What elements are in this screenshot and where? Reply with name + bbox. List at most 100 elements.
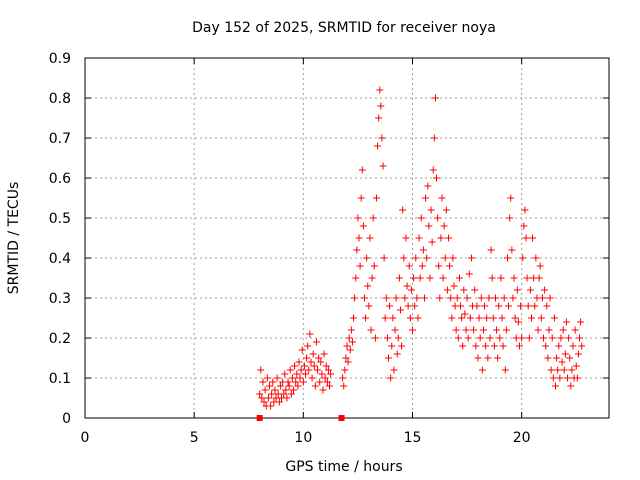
data-point (434, 214, 442, 222)
data-point (352, 274, 360, 282)
data-point (276, 382, 284, 390)
data-point (264, 394, 272, 402)
y-tick-label: 0 (62, 411, 71, 427)
x-tick-label: 5 (190, 430, 199, 446)
data-point (421, 294, 429, 302)
data-point (552, 382, 560, 390)
data-point (509, 294, 517, 302)
data-point (317, 358, 325, 366)
data-point (416, 274, 424, 282)
data-point (311, 382, 319, 390)
y-tick-label: 0.3 (49, 291, 71, 307)
data-point (541, 286, 549, 294)
data-point (559, 326, 567, 334)
data-point (394, 334, 402, 342)
data-point (391, 326, 399, 334)
data-point (486, 334, 494, 342)
data-point (302, 370, 310, 378)
data-point (261, 386, 269, 394)
y-axis-label: SRMTID / TECUs (6, 182, 22, 295)
data-points-layer (256, 86, 586, 421)
data-point (422, 194, 430, 202)
data-point (564, 374, 572, 382)
data-point (573, 374, 581, 382)
data-point (568, 366, 576, 374)
data-point (321, 374, 329, 382)
data-point (565, 334, 573, 342)
y-tick-label: 0.4 (49, 251, 71, 267)
data-point (478, 366, 486, 374)
data-point (351, 294, 359, 302)
data-point (287, 390, 295, 398)
data-point (401, 294, 409, 302)
data-point (364, 282, 372, 290)
data-point (418, 262, 426, 270)
chart-title: Day 152 of 2025, SRMTID for receiver noy… (192, 20, 496, 36)
data-point (442, 206, 450, 214)
data-point (376, 86, 384, 94)
data-point (476, 334, 484, 342)
data-point (350, 314, 358, 322)
data-point (379, 162, 387, 170)
data-point (507, 194, 515, 202)
data-point (447, 294, 455, 302)
x-tick-label: 10 (294, 430, 312, 446)
data-point (506, 214, 514, 222)
data-point (260, 398, 268, 406)
data-point (549, 374, 557, 382)
data-point (532, 254, 540, 262)
y-tick-label: 0.6 (49, 171, 71, 187)
data-point (443, 286, 451, 294)
data-point (566, 354, 574, 362)
data-point (344, 358, 352, 366)
data-point (322, 362, 330, 370)
data-point (346, 346, 354, 354)
data-point (495, 302, 503, 310)
data-point (275, 398, 283, 406)
data-point (423, 254, 431, 262)
data-point (339, 374, 347, 382)
data-point (497, 274, 505, 282)
data-point (318, 370, 326, 378)
data-point (489, 314, 497, 322)
data-point (517, 302, 525, 310)
data-point (524, 302, 532, 310)
data-point (484, 354, 492, 362)
data-point (356, 262, 364, 270)
data-point (556, 374, 564, 382)
data-point (395, 274, 403, 282)
data-point (545, 326, 553, 334)
data-point (396, 306, 404, 314)
data-point (303, 354, 311, 362)
data-point (290, 386, 298, 394)
data-point (463, 294, 471, 302)
data-point (267, 402, 275, 410)
data-point (462, 326, 470, 334)
data-point (428, 238, 436, 246)
data-point (546, 294, 554, 302)
data-point (305, 366, 313, 374)
data-point (474, 354, 482, 362)
data-point (288, 374, 296, 382)
data-point (263, 374, 271, 382)
data-point (357, 194, 365, 202)
data-point (415, 234, 423, 242)
data-point (438, 194, 446, 202)
data-point (258, 394, 266, 402)
data-point (283, 394, 291, 402)
data-point (340, 382, 348, 390)
data-point (291, 362, 299, 370)
data-point (342, 354, 350, 362)
data-point (540, 334, 547, 342)
data-point (572, 362, 580, 370)
data-point (508, 246, 516, 254)
data-point (382, 294, 390, 302)
data-point (406, 314, 414, 322)
data-point (307, 358, 315, 366)
data-point (503, 254, 511, 262)
data-point (518, 334, 526, 342)
x-tick-label: 15 (404, 430, 422, 446)
data-point (304, 342, 312, 350)
data-point (554, 366, 562, 374)
data-point (466, 314, 474, 322)
